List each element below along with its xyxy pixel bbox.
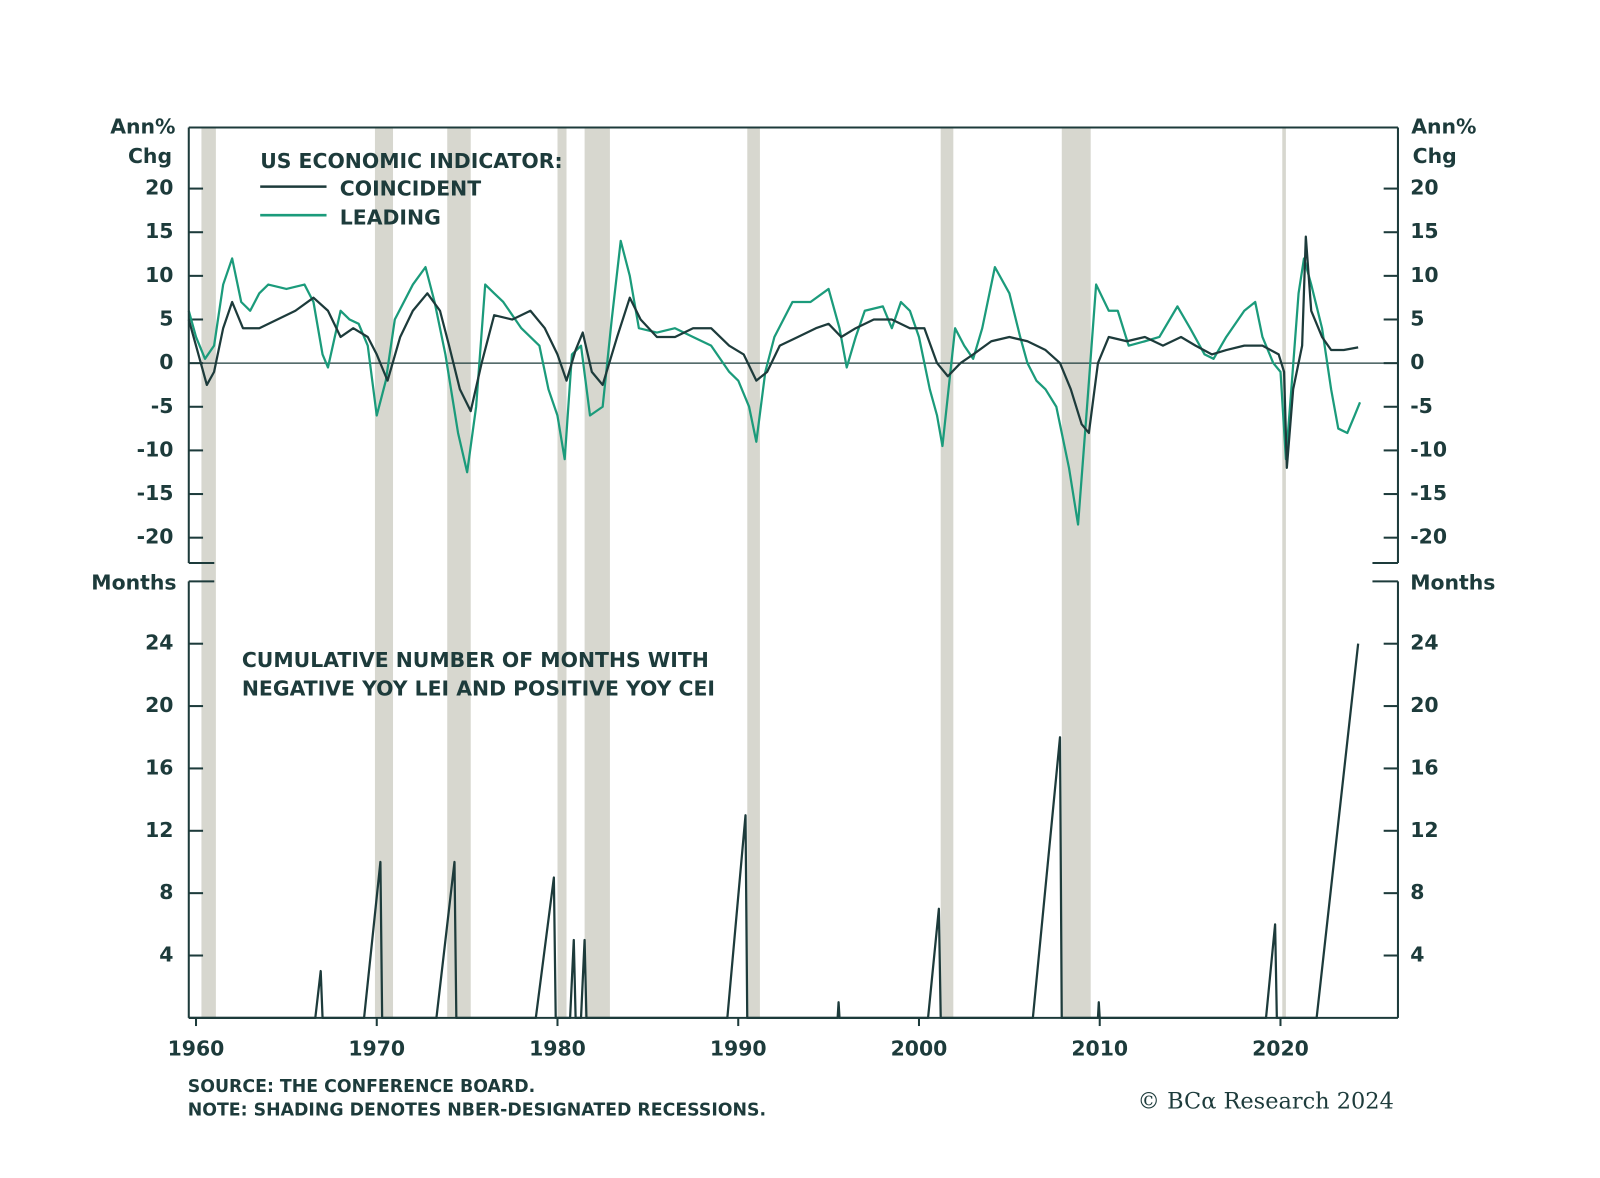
y-tick-label: -10: [137, 437, 174, 461]
credit: © BCα Research 2024: [1138, 1089, 1394, 1115]
y-tick-label: 15: [145, 219, 173, 243]
series-line: [187, 235, 1359, 469]
y-tick-label: 20: [145, 176, 173, 200]
y-tick-label: 4: [159, 943, 173, 967]
y-tick-label: -20: [137, 525, 174, 549]
x-tick-label: 1970: [348, 1036, 405, 1060]
y2-tick-label: 15: [1410, 219, 1438, 243]
recession-band: [1282, 127, 1286, 1018]
y2-tick-label: 24: [1410, 631, 1438, 655]
y2-tick-label: -5: [1410, 394, 1433, 418]
note: NOTE: SHADING DENOTES NBER-DESIGNATED RE…: [188, 1101, 766, 1121]
y-label: Ann%: [110, 114, 175, 138]
y-tick-label: 24: [145, 631, 173, 655]
y2-tick-label: 0: [1410, 350, 1424, 374]
recession-band: [1061, 127, 1091, 1018]
y-tick-label: -15: [137, 481, 174, 505]
legend-label: LEADING: [340, 205, 441, 229]
recession-band: [447, 127, 471, 1018]
x-tick-label: 1980: [529, 1036, 586, 1060]
x-tick-label: 2020: [1252, 1036, 1309, 1060]
y2-tick-label: 12: [1410, 818, 1438, 842]
y-tick-label: 8: [159, 880, 173, 904]
y2-label: Chg: [1413, 144, 1457, 168]
recession-band: [557, 127, 567, 1018]
recession-band: [201, 127, 216, 1018]
y-tick-label: 12: [145, 818, 173, 842]
y2-tick-label: -10: [1410, 437, 1447, 461]
y2-tick-label: 8: [1410, 880, 1424, 904]
y-tick-label: 10: [145, 263, 173, 287]
y-label: Months: [91, 570, 176, 594]
x-tick-label: 1960: [168, 1036, 225, 1060]
y-tick-label: -5: [151, 394, 174, 418]
x-tick-label: 1990: [710, 1036, 767, 1060]
series-line: [187, 239, 1362, 526]
y-label: Chg: [128, 144, 172, 168]
y2-tick-label: 20: [1410, 176, 1438, 200]
y2-label: Months: [1410, 570, 1495, 594]
y-tick-label: 16: [145, 755, 173, 779]
y-tick-label: 5: [159, 306, 173, 330]
y2-tick-label: 16: [1410, 755, 1438, 779]
y2-label: Ann%: [1411, 114, 1476, 138]
y2-tick-label: -15: [1410, 481, 1447, 505]
y2-tick-label: -20: [1410, 525, 1447, 549]
legend-title: US ECONOMIC INDICATOR:: [260, 149, 562, 173]
y2-tick-label: 20: [1410, 693, 1438, 717]
legend-label: COINCIDENT: [340, 177, 481, 201]
recession-band: [374, 127, 394, 1018]
y2-tick-label: 5: [1410, 306, 1424, 330]
x-tick-label: 2000: [891, 1036, 948, 1060]
annotation: CUMULATIVE NUMBER OF MONTHS WITH: [242, 648, 709, 672]
source: SOURCE: THE CONFERENCE BOARD.: [188, 1077, 536, 1097]
x-tick-label: 2010: [1071, 1036, 1128, 1060]
y-tick-label: 0: [159, 350, 173, 374]
y2-tick-label: 4: [1410, 943, 1424, 967]
y-tick-label: 20: [145, 693, 173, 717]
annotation: NEGATIVE YOY LEI AND POSITIVE YOY CEI: [242, 676, 715, 700]
recession-band: [584, 127, 610, 1018]
recession-layer: [201, 127, 1286, 1018]
recession-band: [940, 127, 954, 1018]
y2-tick-label: 10: [1410, 263, 1438, 287]
recession-band: [747, 127, 760, 1018]
